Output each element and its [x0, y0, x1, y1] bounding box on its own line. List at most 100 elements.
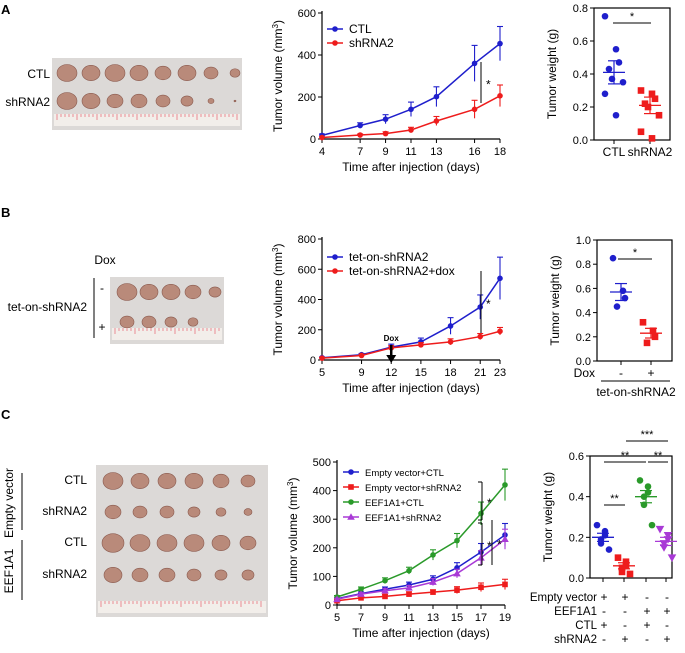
series-line-EEF1A1+shRNA2: [336, 538, 506, 601]
annotation-dox-label: Dox: [384, 334, 400, 343]
data-point: [406, 567, 412, 574]
y-tick-label: 0.8: [573, 3, 588, 15]
tumor: [158, 567, 176, 583]
data-point: [601, 12, 609, 20]
ruler: [98, 601, 266, 613]
x-tick-label: 5: [334, 612, 340, 624]
data-point: [636, 477, 644, 484]
tumor: [183, 534, 205, 552]
data-point: [357, 590, 365, 597]
y-tick-label: 0: [325, 600, 331, 612]
data-point: [357, 132, 363, 138]
tumor: [187, 506, 201, 518]
photo-c-label-sh1: shRNA2: [42, 504, 87, 518]
y-tick-label: 0.8: [576, 259, 591, 271]
row-label: shRNA2: [554, 634, 597, 646]
tumor: [129, 534, 151, 552]
tumor: [157, 473, 177, 489]
x-category-label: -: [619, 366, 623, 380]
photo-b-label-dox: Dox: [94, 253, 115, 267]
data-point: [663, 532, 673, 540]
tumor: [159, 505, 175, 519]
ruler: [112, 328, 222, 340]
legend-label: tet-on-shRNA2+dox: [349, 264, 455, 278]
tumor: [132, 505, 148, 519]
data-point: [447, 339, 454, 345]
data-point: [655, 111, 663, 119]
row-label: EEF1A1: [554, 606, 597, 618]
legend-label: EEF1A1+shRNA2: [365, 513, 441, 524]
x-tick-label: 21: [474, 367, 486, 379]
data-point: [405, 584, 413, 591]
tumor: [106, 93, 124, 109]
sign-cell: -: [623, 604, 627, 618]
data-point: [651, 333, 659, 341]
tumor: [214, 569, 228, 581]
data-point: [382, 577, 388, 584]
tumor: [81, 65, 101, 81]
tumor: [207, 98, 215, 104]
y-tick-label: 0.2: [569, 532, 584, 544]
y-axis-label-text: Tumor volume (mm: [271, 252, 285, 356]
series-line-CTL: [321, 43, 501, 137]
tumor: [215, 507, 227, 517]
sign-cell: -: [602, 604, 606, 618]
y-axis-label: Tumor weight (g): [545, 29, 559, 119]
y-tick-label: 200: [298, 325, 316, 337]
tumor: [119, 315, 135, 329]
row-label: CTL: [575, 620, 597, 632]
x-tick-label: 18: [494, 146, 506, 158]
tumor: [130, 473, 150, 489]
tumor: [104, 504, 122, 520]
photo-a-label-ctl: CTL: [27, 67, 50, 81]
legend-marker: [348, 469, 354, 475]
x-tick-label: 15: [451, 612, 463, 624]
significance-star: *: [630, 11, 635, 23]
data-point: [609, 254, 617, 262]
y-axis-label: Tumor volume (mm3): [271, 243, 285, 355]
data-point: [619, 78, 627, 86]
sign-cell: -: [602, 632, 606, 646]
data-point: [601, 90, 609, 98]
x-tick-label: 11: [405, 146, 416, 158]
tumor: [187, 317, 199, 327]
tumor: [233, 99, 237, 103]
x-axis-label: Time after injection (days): [342, 160, 480, 174]
chart-A_weight: 0.0 0.2 0.4 0.6 0.8 Tumor weight (g) * CTL shRNA…: [545, 3, 673, 159]
data-point: [478, 510, 484, 517]
x-tick-label: 9: [383, 146, 389, 158]
data-point: [649, 327, 657, 335]
y-axis-label-text: Tumor volume (mm: [286, 486, 300, 590]
legend-marker: [348, 499, 354, 505]
plot-frame: [593, 7, 671, 141]
sign-cell: -: [623, 618, 627, 632]
tumor: [241, 569, 255, 581]
tumor: [56, 92, 78, 110]
data-point: [358, 352, 365, 359]
sign-cell: +: [600, 618, 607, 632]
legend-marker: [347, 513, 355, 520]
data-point: [430, 589, 436, 595]
x-tick-label: 23: [494, 367, 506, 379]
data-point: [358, 595, 364, 601]
y-tick-label: 600: [298, 264, 316, 276]
y-tick-label: 0.6: [573, 36, 588, 48]
significance-star: *: [633, 247, 638, 259]
x-tick-label: 16: [468, 146, 480, 158]
x-tick-label: 9: [382, 612, 388, 624]
x-tick-label: 19: [499, 612, 511, 624]
legend-label: Empty vector+shRNA2: [365, 483, 461, 494]
legend-marker: [332, 26, 338, 32]
x-tick-label: 11: [403, 612, 414, 624]
tumor: [229, 68, 241, 78]
tumor: [180, 95, 194, 107]
x-tick-label: 17: [475, 612, 487, 624]
data-point: [613, 303, 621, 310]
y-tick-label: 500: [313, 457, 331, 469]
tumor: [101, 533, 125, 553]
y-tick-label: 0.0: [576, 356, 591, 368]
data-point: [626, 570, 634, 578]
tumor: [212, 473, 230, 489]
significance-star: *: [497, 538, 502, 552]
